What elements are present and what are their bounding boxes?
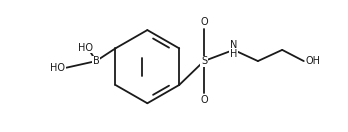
Text: O: O [200,95,208,105]
Text: S: S [201,56,207,66]
Text: HO: HO [78,43,93,53]
Text: B: B [93,56,100,66]
Text: O: O [200,17,208,27]
Text: N
H: N H [230,40,237,60]
Text: OH: OH [306,56,321,66]
Text: HO: HO [50,63,65,73]
